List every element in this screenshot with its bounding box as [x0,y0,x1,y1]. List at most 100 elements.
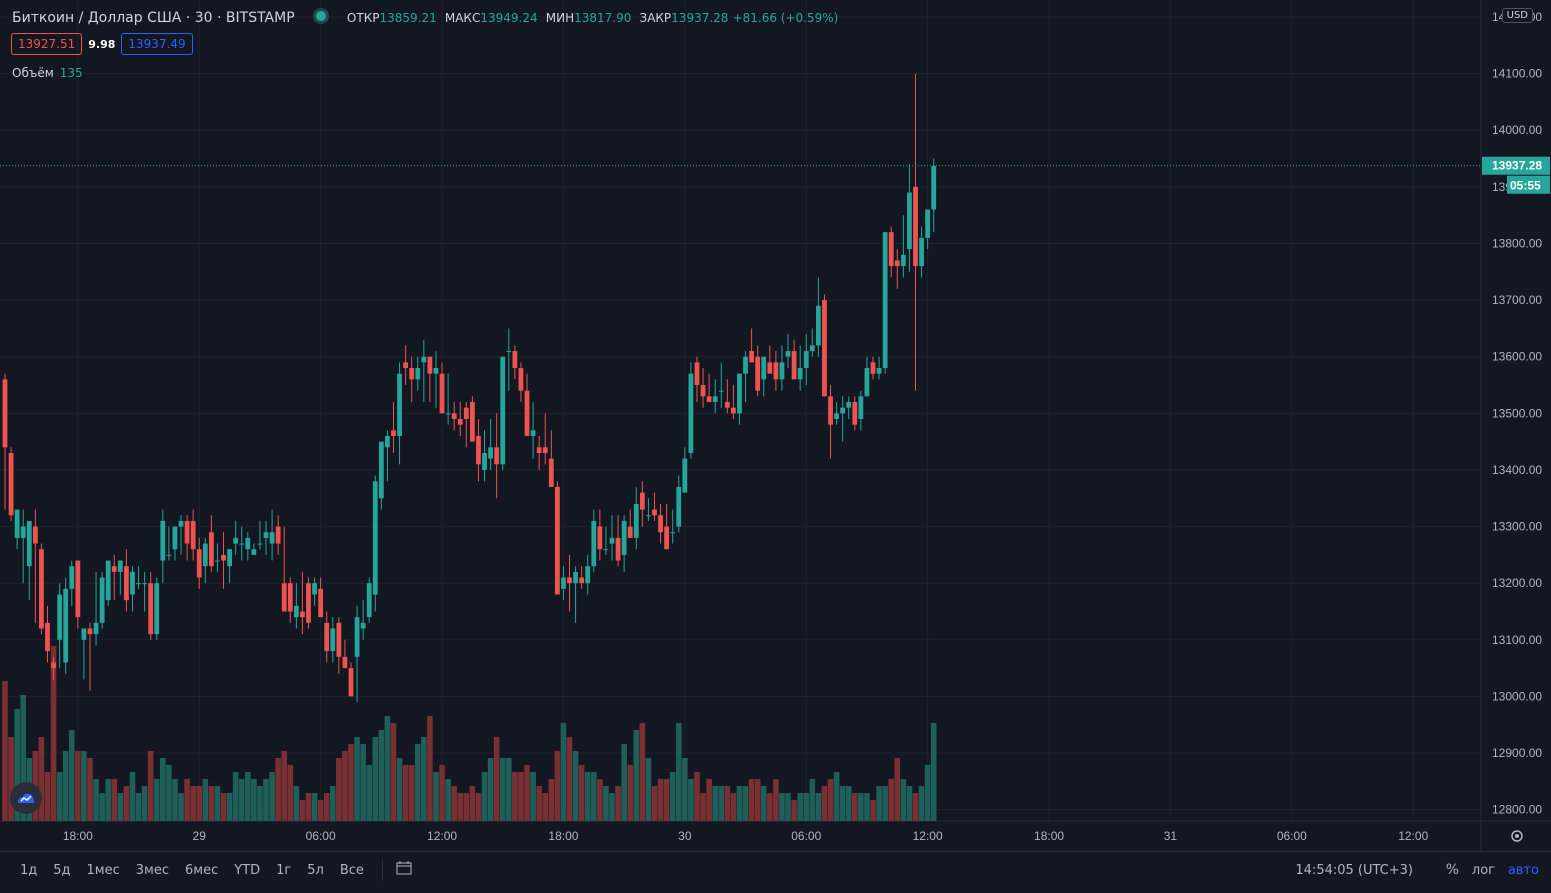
candle-body [45,622,50,652]
tradingview-logo-icon[interactable] [10,782,42,814]
candle-body [476,435,481,465]
candle-body [840,407,846,414]
volume-bar [68,730,75,821]
candle-body [184,520,190,544]
volume-bar [536,786,542,821]
candle-body [573,571,578,584]
candle-body [797,368,803,380]
range-6m[interactable]: 6мес [185,862,219,878]
clock-timezone[interactable]: 14:54:05 (UTC+3) [1295,863,1413,878]
volume-bar [317,800,324,821]
range-5d[interactable]: 5д [53,862,71,878]
volume-bar [56,772,63,821]
volume-bar [852,793,858,821]
time-tick-label: 12:00 [913,829,943,843]
volume-bar [645,758,652,821]
volume-bar [694,772,700,821]
candle-body [561,577,566,589]
bottom-toolbar: 1д 5д 1мес 3мес 6мес YTD 1г 5л Все 14:54… [0,851,1551,888]
sell-button[interactable]: 13927.51 [11,33,83,55]
volume-bar [906,786,913,821]
candle-body [597,526,603,550]
volume-bar [882,786,888,821]
symbol-title[interactable]: Биткоин / Доллар США · 30 · BITSTAMP [12,10,295,26]
candle-body [627,526,633,538]
price-axis: 14200.0014100.0014000.0013900.0013800.00… [1482,10,1550,817]
volume-bar [14,709,20,821]
candle-body [688,373,694,453]
range-1m[interactable]: 1мес [86,862,120,878]
range-1d[interactable]: 1д [20,862,38,878]
candle-body [664,526,670,550]
candle-body [245,537,251,550]
volume-bar [8,737,14,821]
auto-scale-toggle[interactable]: авто [1507,863,1539,878]
volume-label[interactable]: Объём [12,66,54,80]
candle-body [457,418,463,425]
volume-bar [597,779,603,821]
range-3m[interactable]: 3мес [135,862,169,878]
log-scale-toggle[interactable]: лог [1471,863,1495,878]
candle-body [828,396,833,425]
candle-body [567,577,572,584]
volume-bar [245,772,251,821]
volume-bar [433,772,439,821]
candle-body [81,628,87,640]
volume-bar [105,779,111,821]
candle-body [919,237,924,267]
candle-body [682,458,688,493]
candle-body [32,526,38,544]
candle-body [815,305,821,346]
candle-body [39,549,44,629]
candle-body [366,583,372,618]
candle-body [882,232,888,369]
candles [0,73,1481,703]
candle-body [639,492,645,510]
candle-body [718,390,724,392]
time-tick-label: 12:00 [1398,829,1428,843]
candle-body [269,532,275,544]
volume-bar [609,793,615,821]
settings-gear-icon[interactable] [1511,830,1523,842]
volume-bar [663,779,670,821]
candle-body [287,583,293,612]
candle-body [75,560,81,618]
volume-bar [427,716,433,821]
candle-body [421,356,427,363]
buy-button[interactable]: 13937.49 [121,33,193,55]
range-1y[interactable]: 1г [276,862,292,878]
range-ytd[interactable]: YTD [234,862,261,878]
price-tick-label: 13600.00 [1492,350,1542,364]
range-5y[interactable]: 5л [307,862,324,878]
candle-body [263,532,269,538]
volume-bar [123,786,130,821]
candle-body [148,583,154,635]
calendar-goto-icon[interactable] [395,860,413,880]
currency-badge[interactable]: USD [1501,8,1533,23]
candle-body [694,362,700,386]
candle-body [26,520,32,567]
candle-body [233,537,239,544]
candle-body [791,351,797,380]
volume-bar [153,779,160,821]
candle-body [445,413,451,415]
volume-bar [930,723,937,821]
volume-bar [487,758,494,821]
candle-body [202,543,208,567]
candle-body [809,345,815,352]
candle-body [427,356,433,374]
volume-legend: Объём 135 [12,66,83,80]
candle-body [378,441,384,499]
candlestick-chart[interactable]: 14200.0014100.0014000.0013900.0013800.00… [0,0,1551,851]
candle-body [166,554,172,556]
candle-body [69,566,75,589]
volume-bar [827,779,834,821]
volume-bar [554,751,561,821]
volume-bar [281,751,288,821]
percent-scale-toggle[interactable]: % [1445,862,1459,878]
volume-bar [439,765,445,821]
candle-body [409,368,415,380]
volume-bar [688,779,694,821]
range-all[interactable]: Все [339,862,364,878]
time-tick-label: 12:00 [427,829,457,843]
